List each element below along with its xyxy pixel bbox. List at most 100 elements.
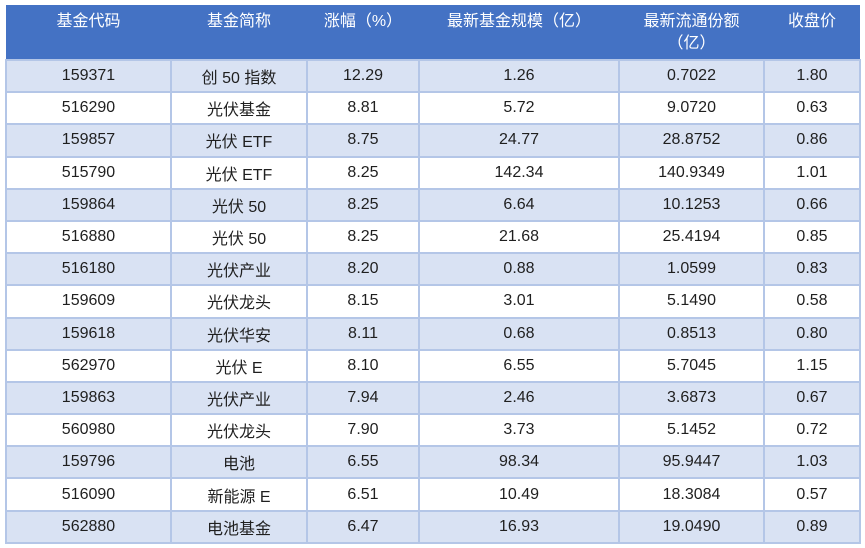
table-row: 562970 光伏 E 8.10 6.55 5.7045 1.15 — [5, 348, 861, 383]
cell: 142.34 — [418, 155, 620, 190]
cell: 电池 — [170, 445, 308, 480]
cell: 562970 — [5, 348, 172, 383]
cell: 10.1253 — [618, 187, 765, 222]
table-row: 159618 光伏华安 8.11 0.68 0.8513 0.80 — [5, 316, 861, 351]
cell: 0.88 — [418, 252, 620, 287]
cell: 159864 — [5, 187, 172, 222]
cell: 光伏 E — [170, 348, 308, 383]
cell: 光伏 50 — [170, 219, 308, 255]
column-header-5: 收盘价 — [764, 5, 860, 60]
table-row: 159857 光伏 ETF 8.75 24.77 28.8752 0.86 — [5, 123, 861, 158]
cell: 8.75 — [306, 123, 420, 158]
table-row: 159371 创 50 指数 12.29 1.26 0.7022 1.80 — [5, 58, 861, 94]
table-row: 516180 光伏产业 8.20 0.88 1.0599 0.83 — [5, 252, 861, 287]
cell: 8.81 — [306, 91, 420, 126]
cell: 516090 — [5, 477, 172, 512]
cell: 8.25 — [306, 155, 420, 190]
cell: 24.77 — [418, 123, 620, 158]
cell: 8.15 — [306, 284, 420, 319]
cell: 0.8513 — [618, 316, 765, 351]
cell: 516290 — [5, 91, 172, 126]
cell: 光伏龙头 — [170, 284, 308, 319]
cell: 光伏 ETF — [170, 123, 308, 158]
cell: 8.25 — [306, 219, 420, 255]
table-row: 159796 电池 6.55 98.34 95.9447 1.03 — [5, 445, 861, 480]
cell: 159863 — [5, 380, 172, 416]
cell: 光伏龙头 — [170, 413, 308, 448]
cell: 98.34 — [418, 445, 620, 480]
cell: 5.1490 — [618, 284, 765, 319]
cell: 电池基金 — [170, 509, 308, 544]
table-row: 560980 光伏龙头 7.90 3.73 5.1452 0.72 — [5, 413, 861, 448]
cell: 光伏 50 — [170, 187, 308, 222]
cell: 光伏产业 — [170, 252, 308, 287]
cell: 光伏 ETF — [170, 155, 308, 190]
cell: 159371 — [5, 58, 172, 94]
table-body: 159371 创 50 指数 12.29 1.26 0.7022 1.80 516290 光伏… — [5, 58, 861, 544]
cell: 光伏华安 — [170, 316, 308, 351]
cell: 19.0490 — [618, 509, 765, 544]
cell: 0.58 — [763, 284, 861, 319]
table-row: 159864 光伏 50 8.25 6.64 10.1253 0.66 — [5, 187, 861, 222]
table-row: 516090 新能源 E 6.51 10.49 18.3084 0.57 — [5, 477, 861, 512]
cell: 516880 — [5, 219, 172, 255]
table-row: 562880 电池基金 6.47 16.93 19.0490 0.89 — [5, 509, 861, 544]
cell: 6.47 — [306, 509, 420, 544]
cell: 1.15 — [763, 348, 861, 383]
cell: 25.4194 — [618, 219, 765, 255]
table-row: 515790 光伏 ETF 8.25 142.34 140.9349 1.01 — [5, 155, 861, 190]
cell: 0.72 — [763, 413, 861, 448]
cell: 140.9349 — [618, 155, 765, 190]
cell: 0.66 — [763, 187, 861, 222]
cell: 16.93 — [418, 509, 620, 544]
column-header-1: 基金简称 — [171, 5, 307, 60]
cell: 515790 — [5, 155, 172, 190]
cell: 516180 — [5, 252, 172, 287]
cell: 0.67 — [763, 380, 861, 416]
table-header: 基金代码 基金简称 涨幅（%） 最新基金规模（亿） 最新流通份额 （亿） 收盘价 — [6, 5, 860, 60]
fund-table: 基金代码 基金简称 涨幅（%） 最新基金规模（亿） 最新流通份额 （亿） 收盘价 1593… — [5, 5, 861, 544]
cell: 159609 — [5, 284, 172, 319]
column-header-4: 最新流通份额 （亿） — [619, 5, 764, 60]
column-header-0: 基金代码 — [6, 5, 171, 60]
table-row: 159863 光伏产业 7.94 2.46 3.6873 0.67 — [5, 380, 861, 416]
cell: 1.01 — [763, 155, 861, 190]
cell: 0.83 — [763, 252, 861, 287]
cell: 0.80 — [763, 316, 861, 351]
cell: 1.03 — [763, 445, 861, 480]
cell: 159857 — [5, 123, 172, 158]
cell: 7.94 — [306, 380, 420, 416]
cell: 0.86 — [763, 123, 861, 158]
cell: 12.29 — [306, 58, 420, 94]
cell: 562880 — [5, 509, 172, 544]
cell: 1.26 — [418, 58, 620, 94]
cell: 3.6873 — [618, 380, 765, 416]
cell: 8.11 — [306, 316, 420, 351]
cell: 8.20 — [306, 252, 420, 287]
cell: 28.8752 — [618, 123, 765, 158]
cell: 560980 — [5, 413, 172, 448]
cell: 5.1452 — [618, 413, 765, 448]
table-header-row: 基金代码 基金简称 涨幅（%） 最新基金规模（亿） 最新流通份额 （亿） 收盘价 — [6, 5, 860, 60]
table-row: 159609 光伏龙头 8.15 3.01 5.1490 0.58 — [5, 284, 861, 319]
cell: 8.10 — [306, 348, 420, 383]
cell: 新能源 E — [170, 477, 308, 512]
cell: 159618 — [5, 316, 172, 351]
cell: 5.72 — [418, 91, 620, 126]
cell: 0.85 — [763, 219, 861, 255]
cell: 6.55 — [418, 348, 620, 383]
cell: 0.57 — [763, 477, 861, 512]
cell: 159796 — [5, 445, 172, 480]
cell: 1.80 — [763, 58, 861, 94]
cell: 0.63 — [763, 91, 861, 126]
cell: 0.68 — [418, 316, 620, 351]
cell: 0.7022 — [618, 58, 765, 94]
column-header-2: 涨幅（%） — [307, 5, 419, 60]
cell: 1.0599 — [618, 252, 765, 287]
cell: 光伏产业 — [170, 380, 308, 416]
cell: 7.90 — [306, 413, 420, 448]
cell: 95.9447 — [618, 445, 765, 480]
cell: 18.3084 — [618, 477, 765, 512]
cell: 0.89 — [763, 509, 861, 544]
